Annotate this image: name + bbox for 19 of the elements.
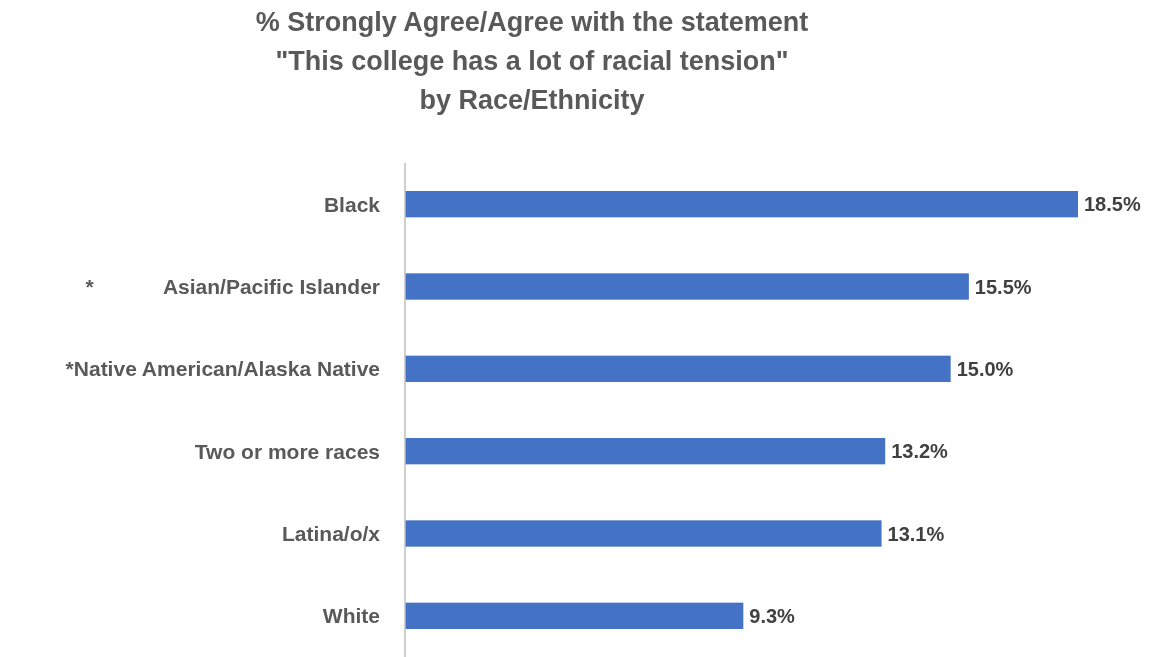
data-label: 9.3% xyxy=(749,604,796,627)
y-tick-label: Latina/o/x xyxy=(281,522,381,545)
chart-title: % Strongly Agree/Agree with the statement "This college has a lot of racial tension" by Race/Ethnicity xyxy=(255,7,809,115)
data-label: 15.0% xyxy=(956,357,1014,380)
bar xyxy=(405,437,886,465)
bar xyxy=(405,602,744,630)
data-label: 13.2% xyxy=(891,440,949,463)
y-tick-label: * Asian/Pacific Islander xyxy=(85,275,380,298)
data-label: 18.5% xyxy=(1084,193,1141,216)
bar xyxy=(405,190,1078,218)
data-label: 13.1% xyxy=(887,522,945,545)
bar xyxy=(405,355,951,383)
y-tick-label: Black xyxy=(323,192,381,216)
data-label: 15.5% xyxy=(974,275,1032,298)
y-tick-label: Two or more races xyxy=(194,439,380,463)
bar xyxy=(405,520,882,547)
y-tick-label: *Native American/Alaska Native xyxy=(65,357,380,381)
y-tick-label: White xyxy=(322,604,380,628)
bar xyxy=(405,273,969,300)
